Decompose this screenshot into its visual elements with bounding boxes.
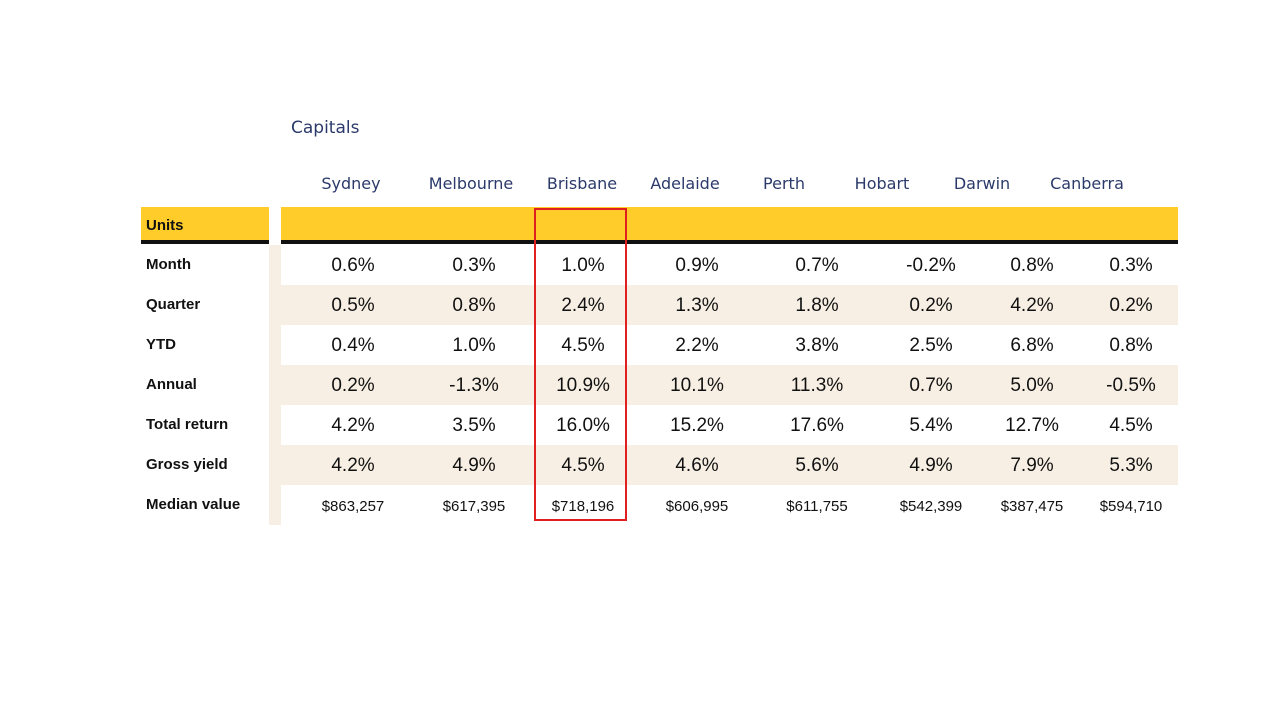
column-header-brisbane: Brisbane xyxy=(546,174,618,193)
table-cell: $718,196 xyxy=(551,498,615,515)
table-cell: $594,710 xyxy=(1099,498,1163,515)
table-cell: 11.3% xyxy=(790,375,844,396)
table-row: Total return 4.2% 3.5% 16.0% 15.2% 17.6% 5.4% 1… xyxy=(141,405,1178,445)
table-cell: 1.0% xyxy=(452,335,496,356)
units-divider xyxy=(141,240,1178,244)
table-cell: 0.3% xyxy=(452,255,496,276)
table-cell: 3.8% xyxy=(795,335,839,356)
table-cell: 4.9% xyxy=(452,455,496,476)
capitals-table: Capitals Sydney Melbourne Brisbane Adela… xyxy=(141,112,1178,525)
table-cell: 10.1% xyxy=(670,375,724,396)
table-cell: 2.5% xyxy=(909,335,953,356)
table-cell: -0.2% xyxy=(906,255,956,276)
table-row: Median value $863,257 $617,395 $718,196 $606… xyxy=(141,485,1178,525)
table-cell: 0.2% xyxy=(331,375,375,396)
column-header-canberra: Canberra xyxy=(1050,174,1124,193)
table-cell: 17.6% xyxy=(790,415,844,436)
table-row: YTD 0.4% 1.0% 4.5% 2.2% 3.8% 2.5% 6.8% 0.8% xyxy=(141,325,1178,365)
column-header-perth: Perth xyxy=(763,174,805,193)
row-label: Annual xyxy=(146,376,197,393)
table-cell: 1.3% xyxy=(675,295,719,316)
table-row: Annual 0.2% -1.3% 10.9% 10.1% 11.3% 0.7% 5.0% -0… xyxy=(141,365,1178,405)
table-cell: 0.9% xyxy=(675,255,719,276)
table-cell: $617,395 xyxy=(442,498,506,515)
table-cell: 4.6% xyxy=(675,455,719,476)
table-cell: 5.3% xyxy=(1109,455,1153,476)
column-header-hobart: Hobart xyxy=(854,174,910,193)
table-cell: 4.2% xyxy=(1010,295,1054,316)
table-cell: 10.9% xyxy=(556,375,610,396)
table-cell: 2.2% xyxy=(675,335,719,356)
table-cell: 6.8% xyxy=(1010,335,1054,356)
table-cell: -0.5% xyxy=(1106,375,1156,396)
column-header-melbourne: Melbourne xyxy=(428,174,514,193)
row-label: Total return xyxy=(146,416,229,433)
table-row: Month 0.6% 0.3% 1.0% 0.9% 0.7% -0.2% 0.8% 0.3% xyxy=(141,245,1178,285)
table-cell: 15.2% xyxy=(670,415,724,436)
table-cell: $542,399 xyxy=(899,498,963,515)
table-cell: 0.7% xyxy=(909,375,953,396)
table-cell: 5.4% xyxy=(909,415,953,436)
table-row: Quarter 0.5% 0.8% 2.4% 1.3% 1.8% 0.2% 4.2% 0.2% xyxy=(141,285,1178,325)
row-label: Median value xyxy=(146,496,241,513)
table-cell: 0.4% xyxy=(331,335,375,356)
table-cell: $387,475 xyxy=(1000,498,1064,515)
table-cell: 5.6% xyxy=(795,455,839,476)
table-cell: 0.7% xyxy=(795,255,839,276)
table-cell: 0.8% xyxy=(1010,255,1054,276)
table-cell: 4.9% xyxy=(909,455,953,476)
table-cell: 0.8% xyxy=(452,295,496,316)
column-header-sydney: Sydney xyxy=(321,174,381,193)
table-cell: $606,995 xyxy=(665,498,729,515)
table-cell: 2.4% xyxy=(561,295,605,316)
table-cell: 16.0% xyxy=(556,415,610,436)
table-cell: 0.6% xyxy=(331,255,375,276)
table-cell: 4.5% xyxy=(561,455,605,476)
row-label: Gross yield xyxy=(146,456,228,473)
column-header-adelaide: Adelaide xyxy=(650,174,720,193)
table-cell: 0.3% xyxy=(1109,255,1153,276)
table-cell: 5.0% xyxy=(1010,375,1054,396)
table-cell: 4.5% xyxy=(1109,415,1153,436)
row-label: YTD xyxy=(146,336,176,353)
table-cell: 1.0% xyxy=(561,255,605,276)
table-cell: $611,755 xyxy=(786,498,848,515)
table-cell: 0.2% xyxy=(1109,295,1153,316)
table-cell: $863,257 xyxy=(321,498,385,515)
table-row: Gross yield 4.2% 4.9% 4.5% 4.6% 5.6% 4.9% 7.9% 5… xyxy=(141,445,1178,485)
table-cell: 3.5% xyxy=(452,415,496,436)
table-cell: 0.5% xyxy=(331,295,375,316)
column-header-darwin: Darwin xyxy=(953,174,1011,193)
table-cell: 4.2% xyxy=(331,455,375,476)
table-cell: 4.2% xyxy=(331,415,375,436)
group-title: Capitals xyxy=(291,118,360,138)
units-header-band xyxy=(141,207,1178,243)
table-cell: 7.9% xyxy=(1010,455,1054,476)
table-cell: 0.8% xyxy=(1109,335,1153,356)
table-cell: 0.2% xyxy=(909,295,953,316)
row-label: Quarter xyxy=(146,296,201,313)
table-cell: -1.3% xyxy=(449,375,499,396)
table-cell: 12.7% xyxy=(1005,415,1059,436)
row-label: Month xyxy=(146,256,191,273)
section-label: Units xyxy=(146,217,184,234)
table-cell: 4.5% xyxy=(561,335,605,356)
highlight-box-brisbane xyxy=(534,208,627,521)
table-cell: 1.8% xyxy=(795,295,839,316)
